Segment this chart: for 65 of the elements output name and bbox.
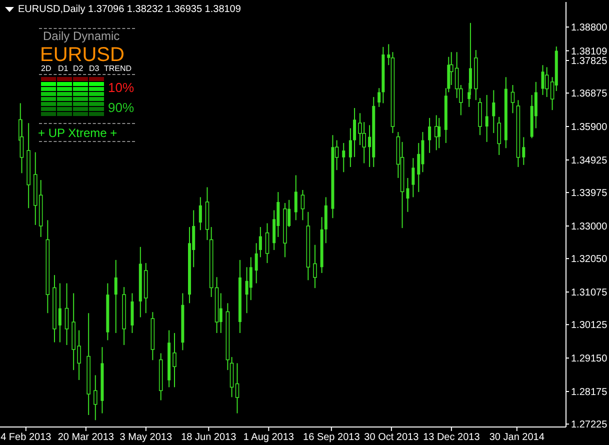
candlestick: [492, 90, 496, 134]
x-tick-label: 30 Oct 2013: [364, 432, 420, 444]
candlestick: [294, 174, 298, 221]
y-tick-label: 1.32050: [571, 254, 608, 266]
candlestick: [428, 117, 432, 154]
candlestick: [172, 332, 176, 388]
x-tick-label: 18 Jun 2013: [181, 432, 237, 444]
annotation: + UP Xtreme +: [38, 126, 118, 140]
x-tick-label: 1 Aug 2013: [243, 432, 294, 444]
candlestick: [378, 88, 381, 108]
annotation: Daily Dynamic: [43, 29, 120, 43]
candlestick: [485, 94, 488, 142]
candlestick: [544, 66, 549, 98]
annotation: 10%: [108, 80, 134, 95]
candlestick: [510, 84, 515, 114]
candlestick: [254, 242, 258, 284]
candlestick: [348, 128, 352, 168]
x-tick-label: 4 Feb 2013: [0, 432, 52, 444]
candlestick: [412, 158, 415, 198]
y-tick-label: 1.38800: [571, 22, 608, 34]
candlestick: [342, 142, 346, 173]
y-tick-label: 1.28175: [571, 387, 608, 398]
candlestick: [245, 266, 248, 314]
candlestick: [300, 189, 305, 221]
annotation: D3: [89, 64, 100, 73]
candlestick: [235, 362, 240, 414]
x-tick-label: 3 May 2013: [120, 432, 172, 444]
y-tick-label: 1.38109: [571, 46, 608, 58]
candlestick: [497, 116, 502, 156]
annotation: D2: [73, 64, 84, 73]
chart-title: EURUSD,Daily 1.37096 1.38232 1.36935 1.38109: [18, 4, 241, 15]
candlestick: [353, 107, 356, 158]
y-tick-label: 1.29150: [571, 354, 608, 365]
candlestick: [114, 259, 118, 334]
candlestick: [522, 136, 526, 166]
y-tick-label: 1.35900: [571, 122, 608, 134]
candlestick: [94, 374, 98, 421]
y-tick-label: 1.36875: [571, 88, 608, 100]
candlestick: [198, 196, 202, 231]
candlestick: [58, 282, 62, 343]
y-tick-label: 1.27225: [571, 420, 608, 431]
y-tick-label: 1.37825: [571, 56, 608, 68]
annotation: D1: [58, 64, 68, 73]
annotation: TREND: [104, 64, 132, 73]
candlestick: [438, 117, 441, 149]
y-tick-label: 1.34925: [571, 156, 608, 167]
x-tick-label: 13 Dec 2013: [423, 432, 480, 444]
candlestick: [249, 256, 252, 301]
candlestick: [417, 142, 420, 193]
candlestick: [265, 222, 270, 264]
candlestick: [258, 226, 262, 258]
y-tick-label: 1.30125: [571, 320, 608, 332]
annotation: 90%: [108, 100, 134, 115]
y-tick-label: 1.33000: [571, 222, 608, 233]
candlestick: [313, 244, 317, 289]
candlestick: [406, 177, 410, 212]
x-tick-label: 20 Mar 2013: [58, 432, 114, 444]
candlestick: [541, 64, 544, 96]
candlestick: [64, 282, 69, 346]
y-tick-label: 1.31075: [571, 288, 608, 299]
x-tick-label: 30 Jan 2014: [489, 432, 545, 444]
x-tick-label: 16 Sep 2013: [303, 432, 360, 444]
y-tick-label: 1.33975: [571, 188, 608, 200]
annotation: EURUSD: [40, 44, 124, 66]
annotation: 2D: [41, 64, 52, 73]
